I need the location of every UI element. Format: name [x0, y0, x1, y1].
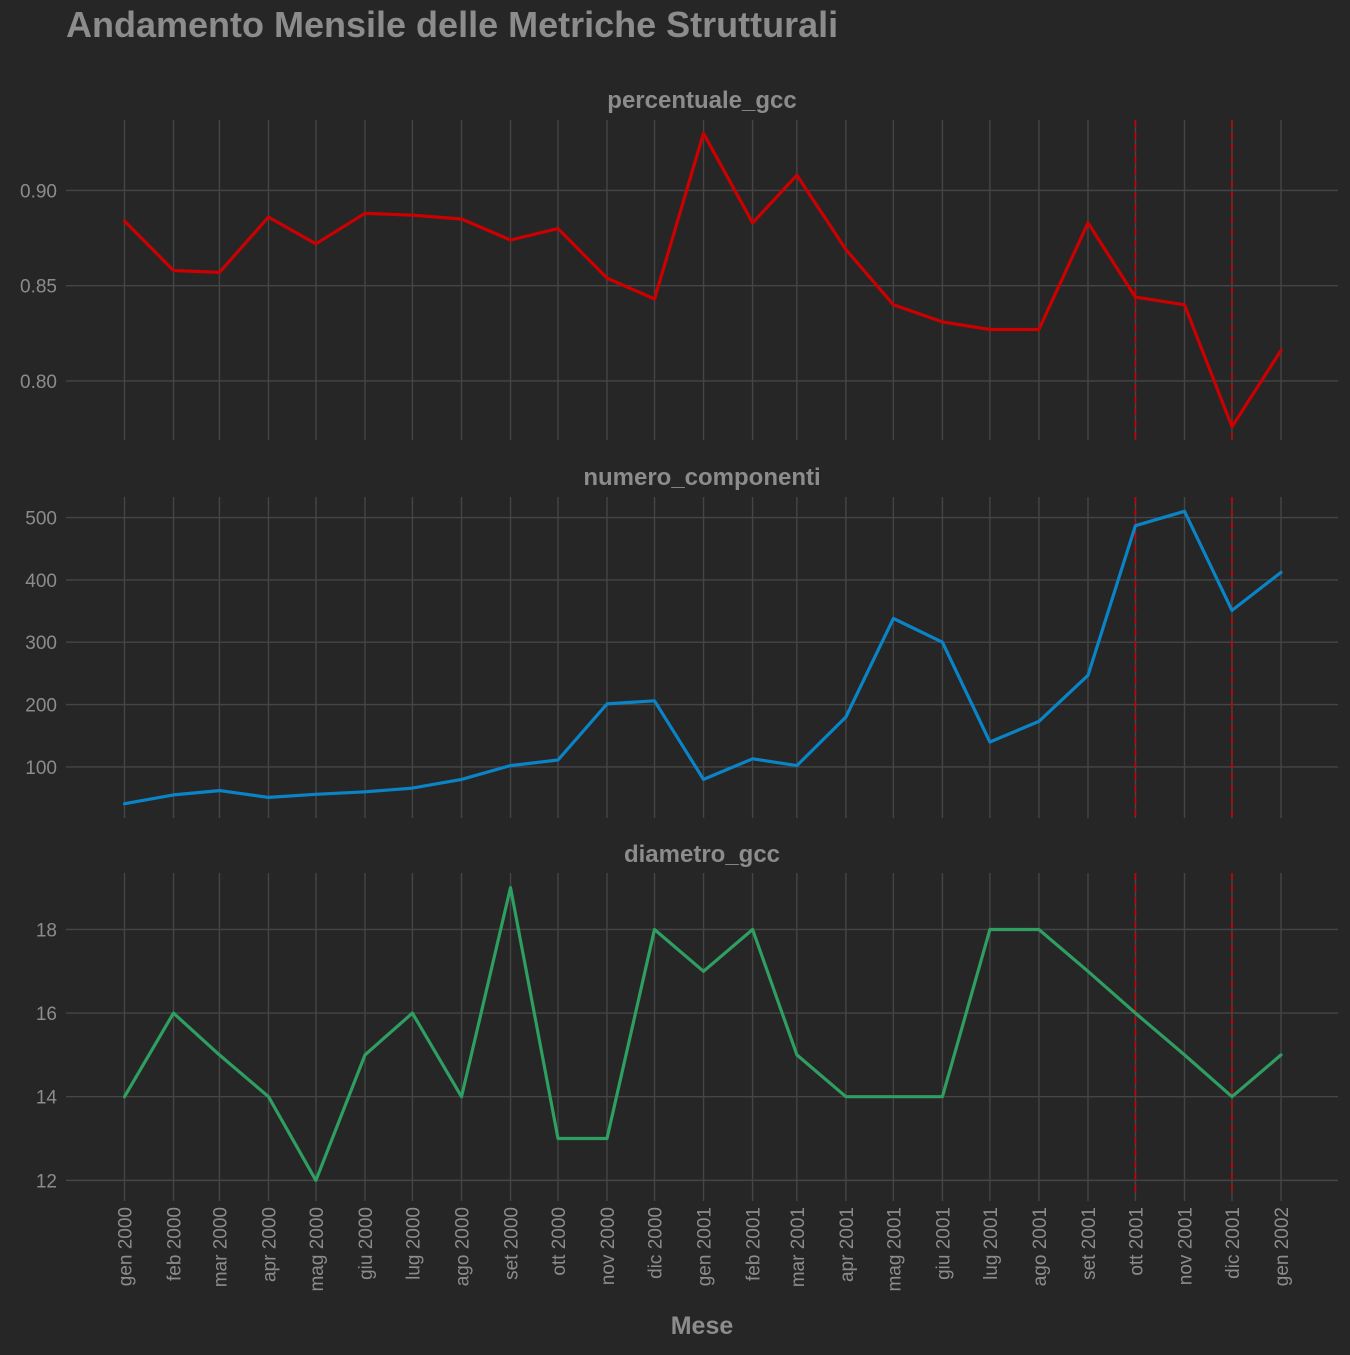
- x-tick-label: mag 2000: [307, 1207, 328, 1292]
- x-tick-label: nov 2000: [598, 1207, 619, 1285]
- x-tick-label: lug 2001: [981, 1207, 1002, 1280]
- x-tick-label: gen 2001: [695, 1207, 716, 1286]
- x-tick-label: ago 2001: [1030, 1207, 1051, 1286]
- y-tick-label: 0.90: [20, 181, 57, 202]
- x-tick-label: ott 2001: [1126, 1207, 1147, 1276]
- x-tick-label: dic 2001: [1223, 1207, 1244, 1279]
- x-tick-label: mar 2000: [210, 1207, 231, 1287]
- x-tick-label: giu 2000: [356, 1207, 377, 1280]
- y-tick-label: 16: [36, 1004, 57, 1025]
- x-tick-label: dic 2000: [645, 1207, 666, 1279]
- y-tick-label: 100: [25, 758, 57, 779]
- chart-title: Andamento Mensile delle Metriche Struttu…: [66, 4, 839, 45]
- x-tick-label: apr 2000: [259, 1207, 280, 1282]
- panel-title-diametro_gcc: diametro_gcc: [624, 841, 780, 868]
- y-tick-label: 300: [25, 633, 57, 654]
- x-tick-label: feb 2001: [744, 1207, 765, 1281]
- x-tick-label: ott 2000: [549, 1207, 570, 1276]
- y-tick-label: 500: [25, 509, 57, 530]
- series-line-diametro_gcc: [122, 885, 1283, 1183]
- y-tick-label: 14: [36, 1088, 58, 1109]
- x-tick-label: giu 2001: [933, 1207, 954, 1280]
- y-tick-label: 12: [36, 1171, 57, 1192]
- panel-title-numero_componenti: numero_componenti: [583, 464, 820, 491]
- x-tick-label: gen 2002: [1272, 1207, 1293, 1286]
- y-tick-label: 400: [25, 571, 57, 592]
- x-tick-label: set 2000: [502, 1207, 523, 1280]
- y-tick-label: 18: [36, 920, 57, 941]
- x-tick-label: feb 2000: [165, 1207, 186, 1281]
- x-tick-label: ago 2000: [452, 1207, 473, 1286]
- y-tick-label: 0.85: [20, 277, 57, 298]
- series-line-numero_componenti: [122, 509, 1283, 806]
- x-tick-label: gen 2000: [116, 1207, 137, 1286]
- x-tick-label: mag 2001: [884, 1207, 905, 1292]
- series-line-percentuale_gcc: [122, 131, 1283, 429]
- panel-title-percentuale_gcc: percentuale_gcc: [607, 87, 796, 114]
- x-tick-label: lug 2000: [403, 1207, 424, 1280]
- x-axis-label: Mese: [671, 1312, 734, 1340]
- x-tick-label: mar 2001: [788, 1207, 809, 1287]
- y-tick-label: 200: [25, 696, 57, 717]
- x-tick-label: nov 2001: [1175, 1207, 1196, 1285]
- y-tick-label: 0.80: [20, 372, 57, 393]
- x-tick-label: set 2001: [1079, 1207, 1100, 1280]
- x-tick-label: apr 2001: [837, 1207, 858, 1282]
